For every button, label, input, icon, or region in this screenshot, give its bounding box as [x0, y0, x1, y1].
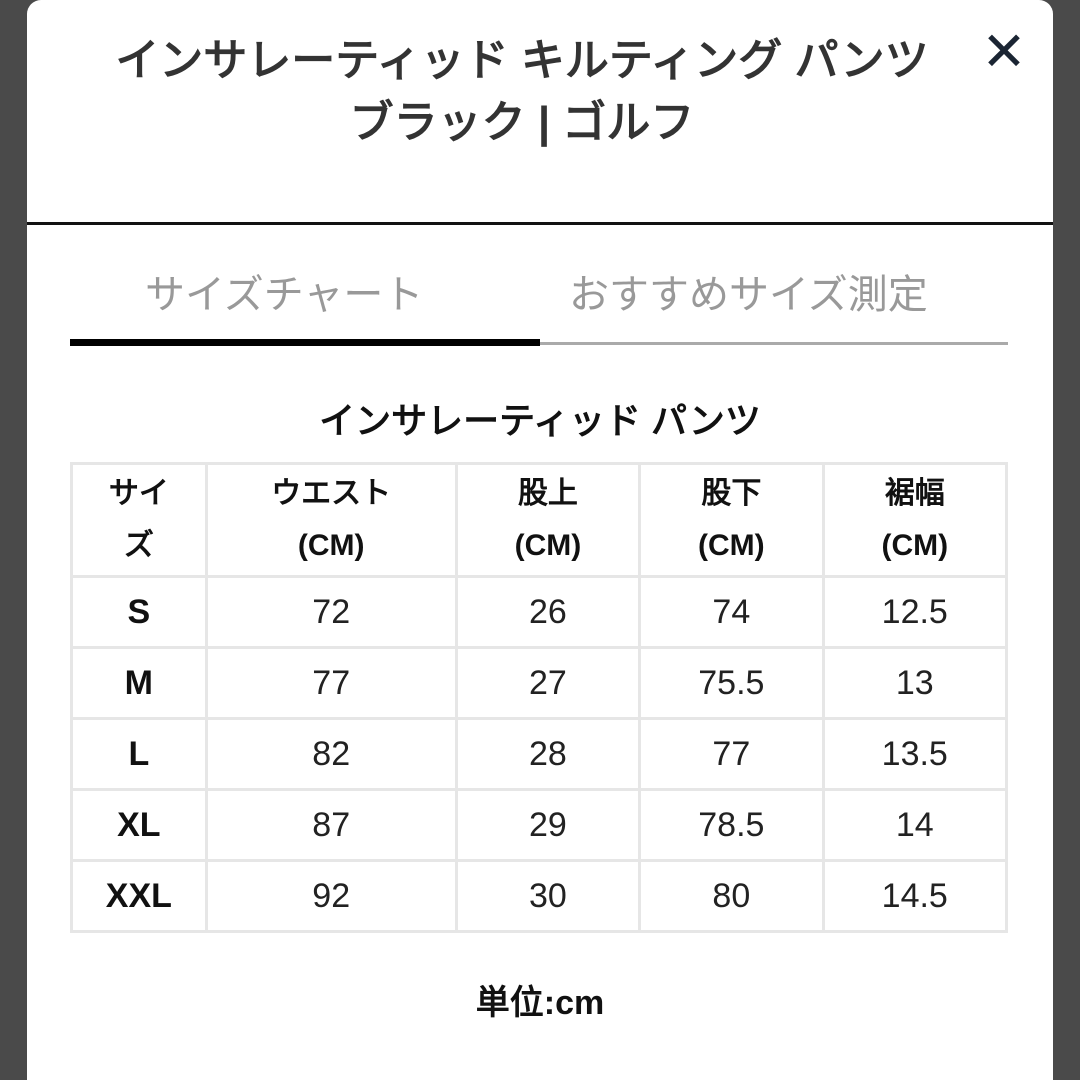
modal-title: インサレーティッド キルティング パンツ ブラック | ゴルフ — [115, 36, 929, 147]
unit-note: 単位:cm — [475, 984, 605, 1022]
size-label: XXL — [70, 859, 208, 933]
active-tab-indicator — [70, 339, 540, 346]
measurement-cell: 87 — [204, 788, 458, 862]
measurement-cell: 75.5 — [638, 646, 825, 720]
measurement-cell: 28 — [454, 717, 642, 791]
measurement-cell: 82 — [204, 717, 458, 791]
measurement-cell: 80 — [638, 859, 825, 933]
measurement-cell: 12.5 — [821, 575, 1009, 649]
column-header-line: 股上 — [517, 477, 578, 510]
table-title: インサレーティッド パンツ — [319, 400, 761, 441]
tab-size-chart[interactable]: サイズチャート — [145, 273, 424, 317]
size-label: L — [70, 717, 208, 791]
size-guide-modal: インサレーティッド キルティング パンツ ブラック | ゴルフ ✕ サイズチャー… — [27, 0, 1053, 1080]
column-header-line: サイ — [108, 477, 169, 510]
column-header-line: (CM) — [698, 529, 765, 562]
column-header: 股上 (CM) — [454, 462, 642, 578]
measurement-cell: 13.5 — [821, 717, 1009, 791]
header-row: サイズ ウエスト (CM) 股上 (CM) 股下 (CM) 裾幅 (CM) — [70, 462, 1009, 578]
measurement-cell: 92 — [204, 859, 458, 933]
close-icon[interactable]: ✕ — [981, 22, 1027, 82]
column-header-line: 股下 — [701, 477, 762, 510]
column-header: 裾幅 (CM) — [821, 462, 1009, 578]
measurement-cell: 27 — [454, 646, 642, 720]
measurement-cell: 74 — [638, 575, 825, 649]
column-header-line: 裾幅 — [884, 477, 945, 510]
measurement-cell: 72 — [204, 575, 458, 649]
measurement-cell: 29 — [454, 788, 642, 862]
measurement-cell: 14 — [821, 788, 1009, 862]
measurement-cell: 77 — [204, 646, 458, 720]
tab-underline — [540, 342, 1008, 345]
table-row: XXL 92 30 80 14.5 — [70, 859, 1009, 933]
column-header-line: (CM) — [514, 529, 582, 562]
tab-recommended-size[interactable]: おすすめサイズ測定 — [569, 273, 928, 317]
column-header: ウエスト (CM) — [204, 462, 458, 578]
column-header-line: (CM) — [881, 529, 949, 562]
column-header: サイズ — [70, 462, 208, 578]
measurement-cell: 26 — [454, 575, 642, 649]
measurement-cell: 30 — [454, 859, 642, 933]
column-header-line: ウエスト — [271, 477, 392, 510]
table-row: L 82 28 77 13.5 — [70, 717, 1009, 791]
measurement-cell: 78.5 — [638, 788, 825, 862]
column-header: 股下 (CM) — [638, 462, 825, 578]
size-label: M — [70, 646, 208, 720]
table-row: XL 87 29 78.5 14 — [70, 788, 1009, 862]
size-label: XL — [70, 788, 208, 862]
measurement-cell: 77 — [638, 717, 825, 791]
measurement-cell: 13 — [821, 646, 1009, 720]
measurement-cell: 14.5 — [821, 859, 1009, 933]
header-divider — [27, 222, 1053, 225]
table-row: S 72 26 74 12.5 — [70, 575, 1009, 649]
table-row: M 77 27 75.5 13 — [70, 646, 1009, 720]
size-label: S — [70, 575, 208, 649]
column-header-line: ズ — [123, 529, 154, 562]
size-table: サイズ ウエスト (CM) 股上 (CM) 股下 (CM) 裾幅 (CM) S 72 26 74 12.… — [70, 462, 1009, 933]
column-header-line: (CM) — [297, 529, 365, 562]
